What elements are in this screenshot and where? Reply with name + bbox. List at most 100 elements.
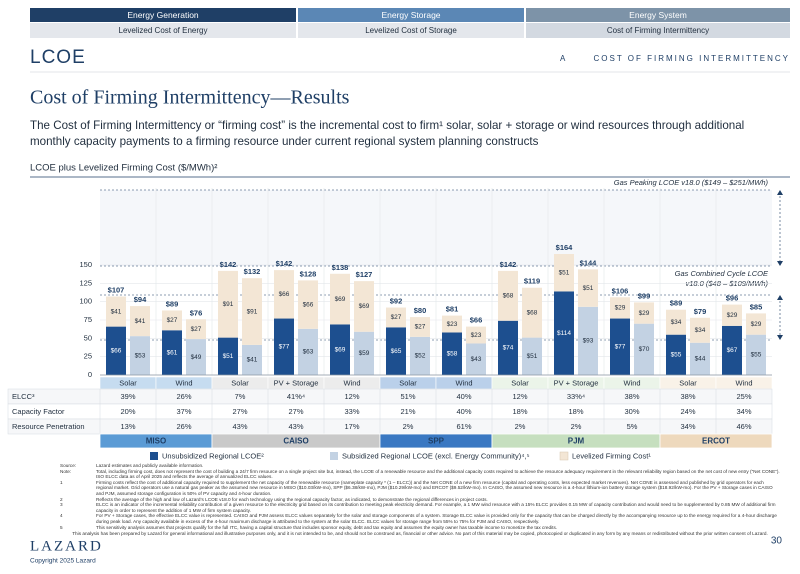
region-label: SPP bbox=[428, 437, 445, 446]
value-label: $52 bbox=[415, 353, 426, 360]
subtab[interactable]: Levelized Cost of Energy bbox=[119, 26, 208, 35]
footnote-text: Total, including firming cost, does not … bbox=[96, 468, 780, 480]
y-tick-label: 125 bbox=[79, 278, 92, 287]
x-tick-label: Solar bbox=[679, 378, 697, 387]
total-label: $89 bbox=[670, 299, 683, 308]
region-label: PJM bbox=[568, 437, 585, 446]
total-label: $80 bbox=[414, 306, 427, 315]
bar-segment bbox=[522, 287, 542, 338]
bar-segment bbox=[410, 317, 430, 337]
value-label: $34 bbox=[671, 319, 682, 326]
total-label: $132 bbox=[244, 267, 261, 276]
total-label: $76 bbox=[190, 308, 203, 317]
bar-segment bbox=[242, 344, 262, 375]
footnote: 1 Firming costs reflect the cost of addit… bbox=[60, 480, 780, 497]
subtab[interactable]: Levelized Cost of Storage bbox=[365, 26, 457, 35]
tab-bg[interactable] bbox=[298, 8, 524, 22]
total-label: $127 bbox=[356, 270, 373, 279]
footnote-mark: Source: bbox=[60, 463, 77, 468]
region-bg bbox=[659, 433, 773, 449]
bar-segment bbox=[106, 326, 126, 375]
table-cell: 12% bbox=[344, 392, 359, 401]
bar-segment bbox=[130, 336, 150, 375]
bar-segment bbox=[442, 315, 462, 333]
value-label: $68 bbox=[503, 293, 514, 300]
bar-segment bbox=[722, 325, 742, 375]
tab-bg[interactable] bbox=[526, 8, 790, 22]
total-label: $94 bbox=[134, 295, 147, 304]
x-tick-label: Wind bbox=[175, 378, 192, 387]
bar-segment bbox=[746, 313, 766, 335]
tab-bg[interactable] bbox=[30, 8, 296, 22]
bar-segment bbox=[386, 327, 406, 375]
table-cell: 46% bbox=[736, 422, 751, 431]
table-cell: 18% bbox=[568, 407, 583, 416]
bar-segment bbox=[666, 334, 686, 375]
subtab-bg[interactable] bbox=[298, 23, 524, 38]
disclaimer: This analysis has been prepared by Lazar… bbox=[72, 531, 768, 537]
value-label: $61 bbox=[167, 349, 178, 356]
legend-label: Levelized Firming Cost¹ bbox=[572, 451, 651, 460]
value-label: $27 bbox=[415, 324, 426, 331]
table-cell: 27% bbox=[232, 407, 247, 416]
value-label: $65 bbox=[391, 348, 402, 355]
tab[interactable]: Energy Generation bbox=[127, 10, 199, 20]
value-label: $49 bbox=[191, 354, 202, 361]
value-label: $68 bbox=[527, 309, 538, 316]
value-label: $63 bbox=[303, 349, 314, 356]
bar-segment bbox=[634, 323, 654, 375]
value-label: $44 bbox=[695, 356, 706, 363]
total-label: $142 bbox=[276, 259, 293, 268]
section-title: COST OF FIRMING INTERMITTENCY bbox=[593, 54, 790, 63]
footnote-list: Source: Lazard estimates and publicly ava… bbox=[60, 463, 780, 530]
total-label: $144 bbox=[580, 258, 598, 267]
total-label: $81 bbox=[446, 305, 459, 314]
footnote-mark: 1 bbox=[60, 479, 63, 485]
footnote: Source: Lazard estimates and publicly ava… bbox=[60, 463, 780, 469]
tab[interactable]: Energy System bbox=[629, 10, 687, 20]
table-cell: 13% bbox=[120, 422, 135, 431]
bar-segment bbox=[466, 343, 486, 375]
bar-segment bbox=[554, 254, 574, 292]
legend-label: Unsubsidized Regional LCOE² bbox=[162, 451, 264, 460]
subtab-bg[interactable] bbox=[526, 23, 790, 38]
bar-segment bbox=[218, 270, 238, 338]
bar-segment bbox=[218, 337, 238, 375]
value-label: $34 bbox=[695, 327, 706, 334]
region-label: ERCOT bbox=[702, 437, 730, 446]
bar-segment bbox=[354, 281, 374, 332]
region-label: MISO bbox=[146, 437, 166, 446]
footnote: Note: Total, including firming cost, does… bbox=[60, 469, 780, 480]
region-label: CAISO bbox=[283, 437, 308, 446]
bar-segment bbox=[610, 297, 630, 319]
tab[interactable]: Energy Storage bbox=[381, 10, 440, 20]
value-label: $23 bbox=[471, 332, 482, 339]
bar-segment bbox=[274, 270, 294, 319]
subtab[interactable]: Cost of Firming Intermittency bbox=[607, 26, 709, 35]
bar-segment bbox=[746, 334, 766, 375]
table-cell: 34% bbox=[736, 407, 751, 416]
value-label: $29 bbox=[615, 305, 626, 312]
x-tick-label: PV + Storage bbox=[554, 378, 599, 387]
value-label: $69 bbox=[335, 346, 346, 353]
value-label: $51 bbox=[583, 285, 594, 292]
total-label: $89 bbox=[166, 299, 179, 308]
value-label: $41 bbox=[135, 318, 146, 325]
y-tick-label: 150 bbox=[79, 260, 92, 269]
subtab-bg[interactable] bbox=[30, 23, 296, 38]
x-tick-label: PV + Storage bbox=[274, 378, 319, 387]
footnote-text: This sensitivity analysis assumes that p… bbox=[96, 524, 558, 530]
value-label: $66 bbox=[303, 301, 314, 308]
legend: Unsubsidized Regional LCOE² Subsidized Re… bbox=[150, 451, 651, 460]
value-label: $77 bbox=[615, 343, 626, 350]
footnote-mark: 3 bbox=[60, 502, 63, 508]
value-label: $55 bbox=[751, 352, 762, 359]
y-tick-label: 75 bbox=[84, 315, 92, 324]
total-label: $66 bbox=[470, 316, 483, 325]
bar-segment bbox=[242, 278, 262, 345]
total-label: $96 bbox=[726, 294, 739, 303]
value-label: $27 bbox=[167, 317, 178, 324]
table-cell: 30% bbox=[624, 407, 639, 416]
annotation: Gas Combined Cycle LCOE bbox=[675, 269, 769, 278]
